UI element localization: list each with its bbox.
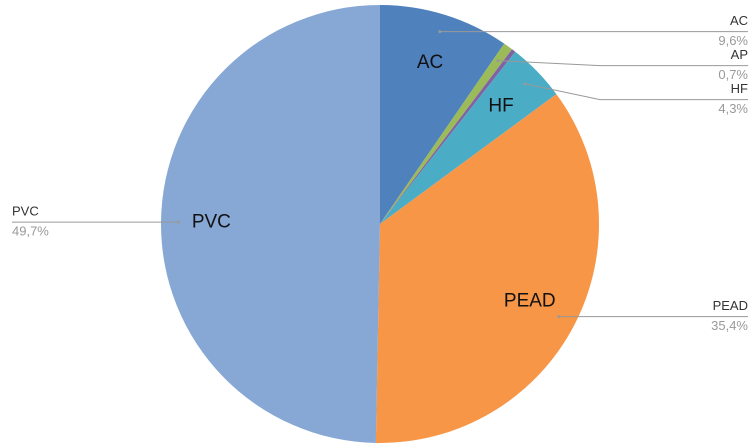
leader-dot	[557, 315, 561, 319]
legend-name: HF	[731, 81, 748, 96]
pie-slice	[380, 51, 557, 225]
pie-slice	[380, 43, 513, 224]
pie-slice	[380, 5, 505, 224]
legend-name: PVC	[12, 204, 39, 219]
legend-value: 49,7%	[12, 224, 49, 239]
leader-line	[524, 83, 748, 101]
slice-label: HF	[488, 96, 513, 117]
leader-line	[497, 60, 748, 67]
slice-label: AC	[417, 52, 443, 73]
legend-value: 0,7%	[718, 67, 748, 82]
pie-slice	[380, 49, 516, 224]
leader-dot	[177, 220, 181, 224]
pie-slice	[161, 5, 380, 443]
legend-name: PEAD	[713, 298, 748, 313]
slice-label: PEAD	[504, 291, 556, 312]
leader-dot	[523, 82, 527, 86]
legend-name: AP	[731, 47, 748, 62]
slice-label: PVC	[192, 211, 231, 232]
leader-dot	[438, 30, 442, 34]
leader-dot	[496, 59, 500, 63]
legend-name: AC	[730, 13, 748, 28]
legend-value: 4,3%	[718, 101, 748, 116]
pie-slice	[375, 94, 599, 443]
legend-value: 35,4%	[711, 318, 748, 333]
legend-value: 9,6%	[718, 33, 748, 48]
